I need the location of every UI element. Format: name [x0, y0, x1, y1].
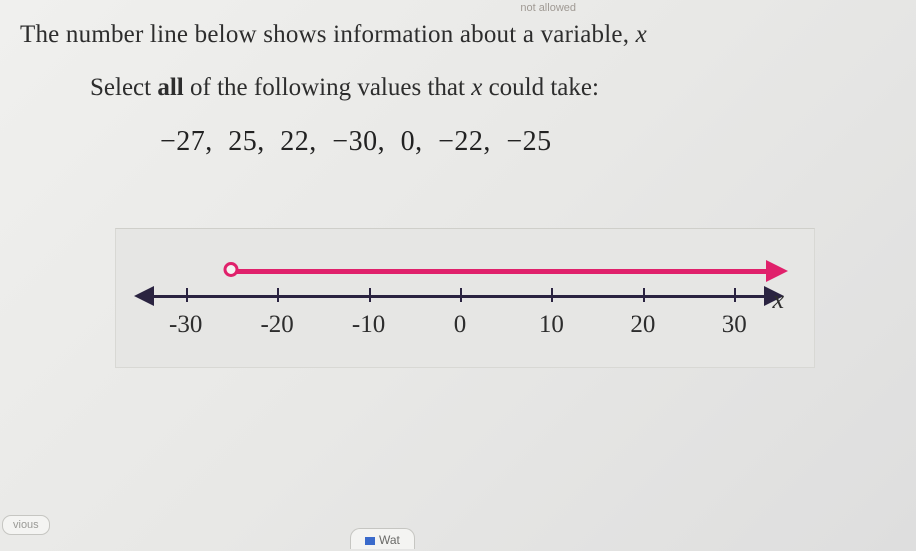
variable-x: x — [636, 21, 647, 48]
inequality-ray — [231, 269, 770, 274]
watch-label: Wat — [379, 533, 400, 547]
tick — [369, 288, 371, 302]
tick-label: 20 — [630, 311, 655, 339]
question-line-2: Select all of the following values that … — [90, 74, 906, 102]
tick — [277, 288, 279, 302]
tick-label: 0 — [454, 311, 467, 339]
tick — [734, 288, 736, 302]
tick — [460, 288, 462, 302]
emphasis-all: all — [157, 74, 183, 101]
open-endpoint — [224, 262, 239, 277]
tick-label: 10 — [539, 311, 564, 339]
tick — [551, 288, 553, 302]
tick — [643, 288, 645, 302]
ray-arrow-icon — [766, 260, 788, 282]
tick-label: 30 — [722, 311, 747, 339]
tick-label: -20 — [260, 311, 293, 339]
video-icon — [365, 537, 375, 545]
watch-button[interactable]: Wat — [350, 528, 415, 549]
number-line: -30-20-100102030 x — [140, 255, 780, 335]
answer-options[interactable]: −27, 25, 22, −30, 0, −22, −25 — [160, 126, 906, 158]
text: of the following values that — [184, 74, 471, 101]
text: Select — [90, 74, 157, 101]
axis-variable-label: x — [772, 285, 784, 315]
tick-label: -30 — [169, 311, 202, 339]
axis-line — [146, 295, 766, 298]
previous-button[interactable]: vious — [2, 515, 50, 535]
number-line-panel: -30 -20 -10 0 10 20 30 x — [115, 228, 815, 368]
variable-x: x — [471, 74, 482, 101]
question-line-1: The number line below shows information … — [20, 18, 906, 52]
tick — [186, 288, 188, 302]
calculator-hint: not allowed — [520, 2, 576, 14]
text: could take: — [482, 74, 599, 101]
text: The number line below shows information … — [20, 21, 636, 48]
tick-label: -10 — [352, 311, 385, 339]
